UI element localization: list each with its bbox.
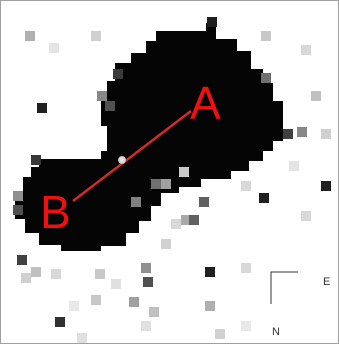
- noise-pixel: [13, 205, 23, 215]
- noise-pixel: [49, 43, 59, 53]
- noise-pixel: [105, 101, 115, 111]
- compass-axes: [270, 271, 298, 304]
- noise-pixel: [215, 329, 225, 339]
- label-b: B: [40, 186, 71, 238]
- noise-pixel: [37, 103, 47, 113]
- noise-pixel: [69, 301, 79, 311]
- noise-pixel: [321, 129, 331, 139]
- noise-pixel: [283, 129, 293, 139]
- label-a: A: [190, 77, 221, 129]
- noise-pixel: [311, 91, 321, 101]
- noise-pixel: [51, 269, 61, 279]
- noise-pixel: [97, 91, 107, 101]
- noise-pixel: [161, 239, 171, 249]
- noise-pixel: [141, 263, 151, 273]
- noise-pixel: [141, 321, 151, 331]
- noise-pixel: [259, 193, 269, 203]
- noise-pixel: [131, 197, 141, 207]
- noise-pixel: [129, 297, 139, 307]
- noise-pixel: [289, 161, 299, 171]
- compass-north-label: N: [272, 326, 280, 338]
- noise-pixel: [199, 197, 209, 207]
- noise-pixel: [113, 69, 123, 79]
- blob-shape: [15, 23, 283, 251]
- noise-pixel: [241, 181, 251, 191]
- separation-line: [72, 110, 192, 202]
- noise-pixel: [25, 31, 35, 41]
- compass: E N: [270, 271, 330, 338]
- noise-pixel: [241, 263, 251, 273]
- compass-east-label: E: [323, 276, 330, 288]
- noise-pixel: [21, 273, 31, 283]
- noise-pixel: [161, 179, 171, 189]
- noise-pixel: [241, 321, 251, 331]
- noise-pixel: [13, 191, 23, 201]
- noise-pixel: [151, 179, 161, 189]
- blob-b: [15, 151, 161, 251]
- noise-pixel: [77, 333, 87, 343]
- noise-pixel: [261, 73, 271, 83]
- noise-pixel: [111, 279, 121, 289]
- noise-pixel: [91, 295, 101, 305]
- noise-pixel: [297, 127, 307, 137]
- junction-marker: [118, 156, 126, 164]
- noise-pixel: [31, 155, 41, 165]
- noise-pixel: [95, 269, 105, 279]
- noise-pixel: [181, 215, 191, 225]
- noise-pixel: [17, 255, 27, 265]
- noise-pixel: [205, 301, 215, 311]
- noise-pixel: [179, 167, 189, 177]
- noise-pixel: [171, 219, 181, 229]
- noise-pixel: [207, 17, 217, 27]
- noise-pixel: [91, 31, 101, 41]
- blob-a: [101, 23, 283, 193]
- noise-pixel: [189, 215, 199, 225]
- noise-pixels: [13, 17, 331, 343]
- noise-pixel: [301, 211, 311, 221]
- noise-pixel: [143, 277, 153, 287]
- noise-pixel: [55, 317, 65, 327]
- noise-pixel: [149, 307, 159, 317]
- noise-pixel: [321, 181, 331, 191]
- noise-pixel: [261, 31, 271, 41]
- noise-pixel: [301, 45, 311, 55]
- noise-pixel: [31, 267, 41, 277]
- noise-pixel: [205, 267, 215, 277]
